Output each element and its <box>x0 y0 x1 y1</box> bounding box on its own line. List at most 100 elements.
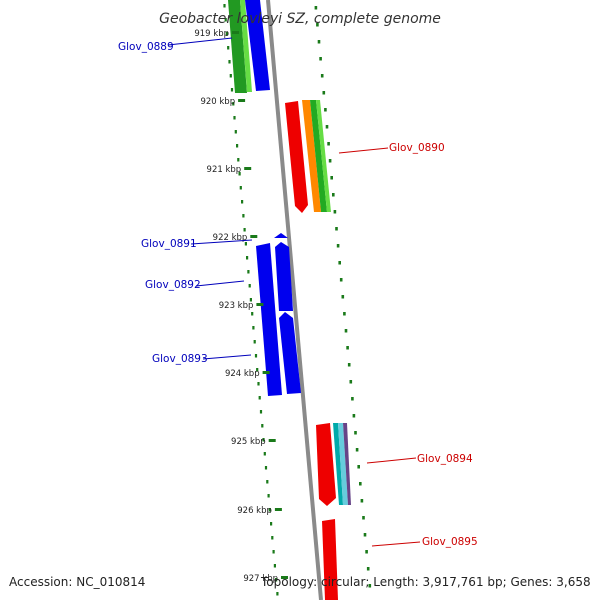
gene-label-glov-0889[interactable]: Glov_0889 <box>118 37 233 53</box>
gene-glov-0894-block[interactable] <box>316 423 351 506</box>
gene-glov-0893-arrow[interactable] <box>275 242 301 394</box>
gene-label-glov-0892[interactable]: Glov_0892 <box>145 279 245 291</box>
ladder-dot <box>242 214 245 218</box>
map-title: Geobacter lovleyi SZ, complete genome <box>159 11 441 27</box>
kbp-label: 923 kbp <box>219 301 254 311</box>
ladder-dot <box>267 494 270 498</box>
ladder-dot <box>325 125 329 129</box>
kbp-tick <box>256 303 264 306</box>
kbp-label: 926 kbp <box>237 506 272 516</box>
ladder-dot <box>320 74 324 78</box>
kbp-tick <box>244 167 252 170</box>
ladder-dot <box>316 23 319 27</box>
ladder-dot <box>275 578 278 582</box>
ladder-dot <box>276 592 279 596</box>
kbp-label: 927 kbp <box>243 574 278 584</box>
gene-label-glov-0895[interactable]: Glov_0895 <box>371 536 478 548</box>
ladder-dot <box>263 452 266 456</box>
ladder-dot <box>324 108 327 112</box>
ladder-dot <box>252 326 255 330</box>
ladder-dot <box>229 74 232 78</box>
topology-text: Topology: circular; Length: 3,917,761 bp… <box>261 575 591 589</box>
ladder-dot <box>247 270 250 274</box>
ladder-dot <box>273 564 276 568</box>
ladder-dot <box>368 584 372 588</box>
ladder-dot <box>341 295 345 299</box>
ladder-dot <box>330 176 333 180</box>
kbp-label: 925 kbp <box>231 437 266 447</box>
gene-label-glov-0893[interactable]: Glov_0893 <box>152 353 252 365</box>
ladder-dot <box>238 172 241 176</box>
gene-glov-0892-arrow[interactable] <box>256 243 282 396</box>
kbp-tick <box>232 31 239 34</box>
svg-text:Glov_0895: Glov_0895 <box>422 536 478 548</box>
ladder-dot <box>232 102 235 106</box>
ladder-dot <box>262 438 265 442</box>
ladder-dot <box>243 228 246 232</box>
gene-label-glov-0890[interactable]: Glov_0890 <box>338 142 445 154</box>
ladder-dot <box>236 144 239 148</box>
ladder-dot <box>225 32 229 36</box>
ladder-dot <box>264 466 268 470</box>
ladder-dot <box>335 227 338 231</box>
ladder-dot <box>258 396 261 400</box>
ladder-dot <box>328 159 332 163</box>
gene-glov-0889-block[interactable] <box>228 0 270 93</box>
genome-axis <box>266 0 323 600</box>
ladder-dot <box>322 91 326 95</box>
kbp-tick <box>238 99 246 102</box>
ladder-dot <box>223 4 226 8</box>
ladder-dot <box>248 284 251 288</box>
kbp-label: 922 kbp <box>213 233 248 243</box>
gene-glov-0890-block[interactable] <box>285 100 331 213</box>
ladder-dot <box>339 278 343 282</box>
ladder-dot <box>349 380 353 384</box>
ladder-dot <box>319 57 322 61</box>
ladder-dot <box>354 431 357 435</box>
ladder-dot <box>266 480 269 484</box>
kbp-label: 919 kbp <box>194 29 229 39</box>
kbp-tick <box>268 439 276 442</box>
ladder-dot <box>261 424 264 428</box>
ladder-dot <box>253 340 256 344</box>
ladder-dot <box>344 329 348 333</box>
kbp-label: 924 kbp <box>225 369 260 379</box>
gene-glov-0891-arrow[interactable] <box>274 233 288 238</box>
ladder-dot <box>239 186 242 190</box>
accession-text: Accession: NC_010814 <box>9 575 146 589</box>
gene-glov-0895-block[interactable] <box>322 519 338 600</box>
ladder-dot <box>268 508 271 512</box>
ladder-dot <box>351 397 354 401</box>
kbp-tick <box>262 371 270 374</box>
ladder-dot <box>234 130 237 134</box>
ladder-dot <box>314 6 318 10</box>
ladder-dot <box>333 210 337 214</box>
ladder-dot <box>365 550 368 554</box>
gene-label-glov-0894[interactable]: Glov_0894 <box>366 453 473 465</box>
ladder-dot <box>317 40 321 44</box>
ladder-dot <box>224 18 227 22</box>
ladder-dot <box>228 60 231 64</box>
svg-text:Glov_0890: Glov_0890 <box>389 142 445 154</box>
ladder-dot <box>327 142 330 146</box>
gene-label-glov-0891[interactable]: Glov_0891 <box>141 238 253 250</box>
ladder-dot <box>272 550 275 554</box>
ladder-dot <box>347 363 351 367</box>
ladder-dot <box>360 499 364 503</box>
kbp-tick <box>250 235 258 238</box>
kbp-tick <box>281 576 288 579</box>
svg-text:Glov_0894: Glov_0894 <box>417 453 473 465</box>
ladder-dot <box>237 158 240 162</box>
inner-tick-ladder <box>223 4 279 596</box>
svg-text:Glov_0889: Glov_0889 <box>118 41 174 53</box>
kbp-label: 920 kbp <box>200 97 235 107</box>
ladder-dot <box>332 193 335 197</box>
ladder-dot <box>256 368 259 372</box>
ladder-dot <box>259 410 263 414</box>
ladder-dot <box>359 482 362 486</box>
svg-text:Glov_0891: Glov_0891 <box>141 238 197 250</box>
ladder-dot <box>271 536 274 540</box>
ladder-dot <box>336 244 340 248</box>
ladder-dot <box>362 516 365 520</box>
